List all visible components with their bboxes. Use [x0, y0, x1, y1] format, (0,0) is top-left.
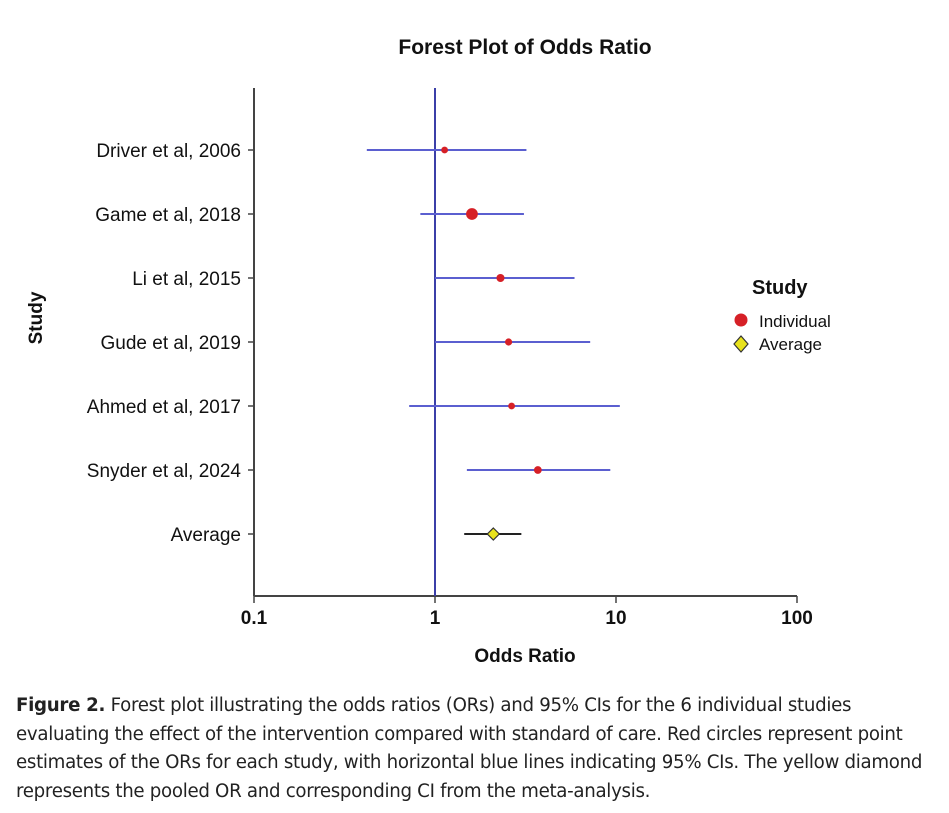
y-tick-label: Snyder et al, 2024 [87, 461, 242, 482]
legend-individual-marker [734, 313, 748, 327]
study-point [466, 208, 478, 220]
study-point [441, 146, 449, 154]
study-point [533, 466, 542, 474]
caption-label: Figure 2. [16, 695, 106, 716]
figure-caption: Figure 2. Forest plot illustrating the o… [16, 692, 941, 806]
y-tick-label: Driver et al, 2006 [96, 141, 241, 162]
y-axis-label: Study [26, 291, 47, 344]
legend-average-label: Average [759, 335, 822, 354]
caption-text: Forest plot illustrating the odds ratios… [16, 695, 923, 802]
y-tick-label: Li et al, 2015 [132, 269, 241, 290]
legend-average-marker [733, 335, 749, 353]
x-tick-label: 10 [605, 608, 626, 629]
x-axis-label: Odds Ratio [474, 646, 575, 667]
study-point [496, 273, 505, 283]
y-tick-label: Gude et al, 2019 [101, 333, 242, 354]
study-point [508, 402, 516, 410]
study-point [505, 338, 513, 346]
x-tick-label: 100 [781, 608, 813, 629]
x-tick-label: 1 [430, 608, 441, 629]
y-tick-label: Ahmed et al, 2017 [87, 397, 241, 418]
legend-individual-label: Individual [759, 312, 831, 331]
pooled-estimate-diamond [486, 527, 501, 541]
x-tick-label: 0.1 [241, 608, 268, 629]
chart-title: Forest Plot of Odds Ratio [398, 36, 651, 59]
y-tick-label: Average [171, 525, 241, 546]
legend: Study Individual Average [733, 277, 831, 354]
legend-title: Study [752, 277, 808, 299]
y-tick-label: Game et al, 2018 [95, 205, 241, 226]
